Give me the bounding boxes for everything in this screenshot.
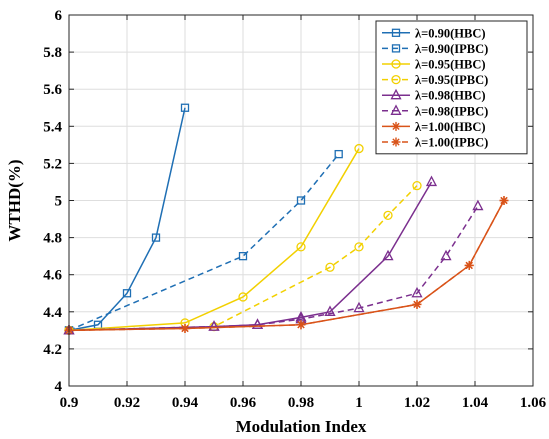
legend-label: λ=0.95(HBC)	[415, 58, 486, 72]
data-point	[122, 289, 132, 298]
legend-entry: λ=1.00(HBC)	[382, 120, 486, 134]
y-tick-label: 5.6	[43, 82, 62, 98]
x-tick-label: 0.94	[172, 395, 199, 411]
series-7	[64, 196, 509, 335]
x-tick-label: 0.9	[60, 395, 79, 411]
data-point	[412, 299, 422, 309]
legend-box	[375, 20, 528, 155]
data-point	[325, 262, 335, 272]
data-point	[440, 249, 452, 261]
legend-entry: λ=1.00(IPBC)	[382, 136, 488, 150]
y-tick-label: 5	[55, 194, 63, 210]
data-point	[296, 242, 306, 252]
data-point	[251, 318, 264, 329]
legend-marker	[391, 44, 401, 53]
y-tick-label: 4.8	[43, 231, 62, 247]
data-point	[354, 242, 364, 252]
legend-entry: λ=0.95(IPBC)	[382, 73, 488, 87]
data-point	[296, 196, 306, 205]
data-point	[412, 181, 422, 191]
series-line	[68, 148, 360, 332]
series-5	[63, 199, 484, 335]
legend-marker	[391, 137, 401, 147]
data-point	[354, 143, 364, 154]
legend: λ=0.90(HBC) λ=0.90(IPBC) λ=0.95(HBC)λ=0.95…	[375, 20, 528, 155]
legend-label: λ=0.95(IPBC)	[415, 73, 488, 87]
data-point	[353, 301, 365, 313]
x-axis-title: Modulation Index	[236, 417, 367, 436]
data-point	[180, 323, 190, 333]
legend-marker	[391, 28, 401, 37]
data-point	[464, 260, 474, 270]
series-line	[68, 107, 186, 332]
data-point	[324, 305, 336, 316]
data-point	[208, 320, 220, 331]
legend-entry: λ=0.95(HBC)	[382, 58, 486, 72]
legend-entry: λ=0.98(HBC)	[382, 89, 486, 103]
series-line	[68, 205, 479, 332]
data-point	[238, 292, 248, 302]
legend-marker	[391, 59, 401, 69]
data-point	[382, 249, 394, 261]
legend-label: λ=1.00(IPBC)	[415, 136, 488, 150]
legend-marker	[390, 104, 402, 115]
data-point	[425, 175, 438, 187]
y-axis-title: WTHD(%)	[5, 159, 24, 241]
data-point	[180, 103, 190, 112]
x-tick-label: 0.98	[288, 395, 314, 411]
legend-label: λ=1.00(HBC)	[415, 120, 486, 134]
x-tick-label: 1	[355, 395, 363, 411]
data-point	[472, 199, 484, 211]
legend-entry: λ=0.90(IPBC)	[382, 42, 488, 56]
legend-label: λ=0.90(IPBC)	[415, 42, 488, 56]
x-tick-label: 0.92	[114, 395, 140, 411]
legend-label: λ=0.90(HBC)	[415, 26, 486, 40]
legend-marker	[391, 121, 401, 131]
series-lines	[63, 103, 509, 336]
legend-label: λ=0.98(IPBC)	[415, 104, 488, 118]
x-tick-label: 1.04	[462, 395, 489, 411]
y-tick-label: 4.6	[43, 268, 62, 284]
data-point	[499, 196, 509, 205]
y-tick-label: 4.4	[43, 305, 62, 321]
legend-marker	[391, 74, 401, 85]
legend-marker	[390, 88, 402, 100]
series-line	[68, 200, 505, 332]
data-point	[151, 233, 161, 242]
series-line	[68, 153, 340, 332]
y-tick-label: 4.2	[43, 342, 62, 358]
series-line	[68, 200, 505, 332]
data-point	[411, 286, 423, 298]
axes: 0.9 0.92 0.94 0.96 0.98 1 1.02 1.04 1.06 4 4.2 4.4 4…	[43, 8, 546, 411]
legend-entry: λ=0.90(HBC)	[382, 26, 486, 40]
series-6	[64, 196, 509, 335]
y-tick-label: 5.8	[43, 45, 62, 61]
data-point	[296, 320, 306, 330]
y-tick-label: 4	[55, 379, 63, 395]
y-tick-label: 5.2	[43, 156, 62, 172]
y-tick-label: 6	[55, 8, 63, 24]
x-tick-label: 1.02	[404, 395, 430, 411]
legend-entry: λ=0.98(IPBC)	[382, 104, 488, 118]
y-tick-label: 5.4	[43, 119, 62, 135]
legend-label: λ=0.98(HBC)	[415, 89, 486, 103]
series-2	[64, 143, 364, 336]
x-tick-label: 0.96	[230, 395, 257, 411]
x-tick-label: 1.06	[520, 395, 547, 411]
data-point	[383, 210, 393, 220]
data-point	[238, 251, 248, 261]
data-point	[334, 149, 343, 159]
